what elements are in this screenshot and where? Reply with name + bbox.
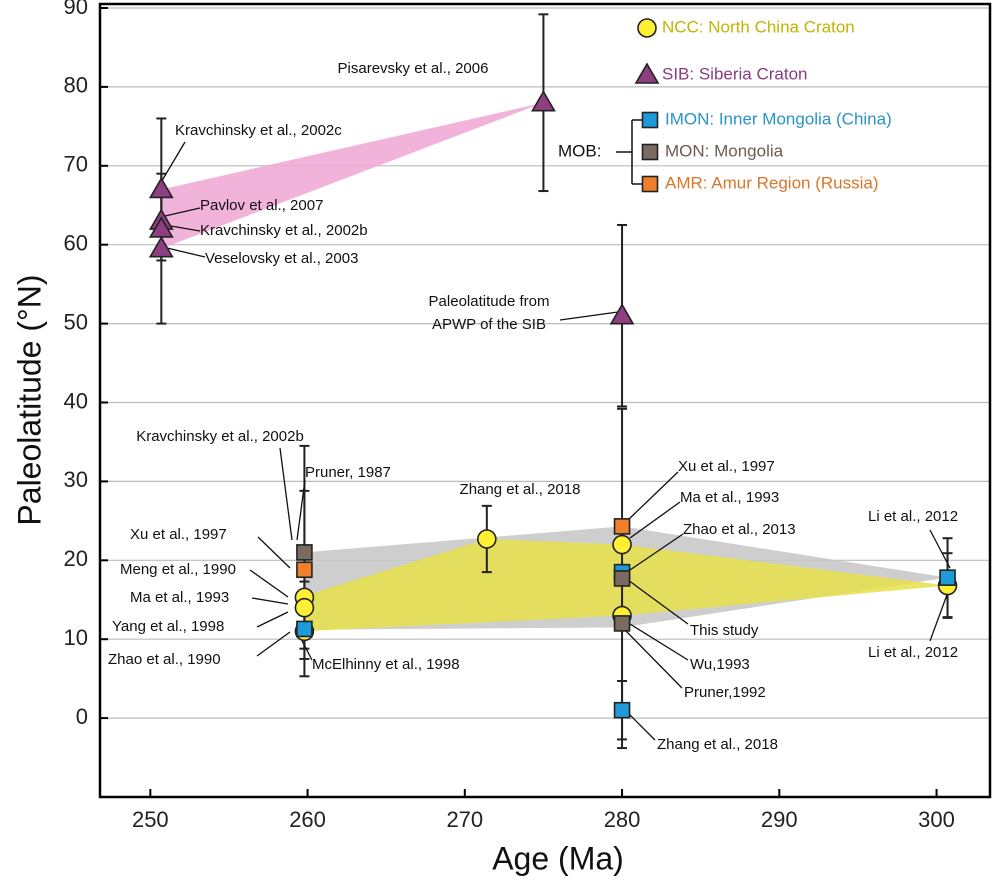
legend-label: SIB: Siberia Craton xyxy=(662,64,808,83)
annotation: APWP of the SIB xyxy=(432,316,546,333)
point xyxy=(613,570,631,587)
legend-marker xyxy=(637,18,657,38)
annotation: Zhao et al., 1990 xyxy=(108,651,221,668)
annotation: Zhang et al., 2018 xyxy=(657,736,778,753)
annotation: Ma et al., 1993 xyxy=(680,489,779,506)
annotation: Meng et al., 1990 xyxy=(120,561,236,578)
legend-marker xyxy=(634,62,660,84)
annotation: Pisarevsky et al., 2006 xyxy=(338,60,489,77)
y-tick-label: 20 xyxy=(64,546,88,571)
y-axis-label: Paleolatitude (°N) xyxy=(11,274,47,525)
legend-marker xyxy=(641,111,659,129)
leader-line xyxy=(256,631,291,657)
leader-line xyxy=(627,579,689,625)
leader-line xyxy=(629,533,684,571)
annotation: Veselovsky et al., 2003 xyxy=(205,250,358,267)
y-tick-label: 70 xyxy=(64,152,88,177)
point xyxy=(939,569,956,586)
leader-line xyxy=(256,611,289,628)
annotation: Pruner, 1987 xyxy=(305,464,391,481)
point xyxy=(294,597,315,618)
annotation: Kravchinsky et al., 2002c xyxy=(175,122,342,139)
leader-line xyxy=(929,591,949,642)
y-tick-label: 90 xyxy=(64,0,88,19)
leader-line xyxy=(929,529,951,569)
annotation: McElhinny et al., 1998 xyxy=(312,656,460,673)
legend-marker xyxy=(641,175,659,193)
point xyxy=(609,303,635,325)
x-tick-label: 260 xyxy=(289,807,326,832)
point xyxy=(296,620,313,638)
legend-group-label: MOB: xyxy=(558,141,601,160)
x-tick-label: 290 xyxy=(761,807,798,832)
point xyxy=(613,518,631,535)
annotation: Li et al., 2012 xyxy=(868,644,958,661)
leader-line xyxy=(249,569,289,598)
annotation: Ma et al., 1993 xyxy=(130,589,229,606)
point xyxy=(296,561,313,579)
point xyxy=(613,701,631,719)
annotation: Zhao et al., 2013 xyxy=(683,521,796,538)
x-tick-label: 300 xyxy=(918,807,955,832)
y-tick-label: 50 xyxy=(64,309,88,334)
legend-label: IMON: Inner Mongolia (China) xyxy=(665,109,892,128)
y-tick-label: 0 xyxy=(76,704,88,729)
point xyxy=(613,615,631,632)
point xyxy=(477,529,497,549)
annotation: Kravchinsky et al., 2002b xyxy=(136,428,304,445)
point xyxy=(148,176,174,199)
legend-label: NCC: North China Craton xyxy=(662,17,855,36)
point xyxy=(296,544,313,561)
leader-line xyxy=(257,536,291,569)
annotation: Pruner,1992 xyxy=(684,684,766,701)
annotation: Pavlov et al., 2007 xyxy=(200,197,323,214)
leader-line xyxy=(296,479,306,541)
annotation: Kravchinsky et al., 2002b xyxy=(200,222,368,239)
annotation: Xu et al., 1997 xyxy=(678,458,775,475)
annotation: Li et al., 2012 xyxy=(868,508,958,525)
x-axis-label: Age (Ma) xyxy=(492,840,624,876)
leader-line xyxy=(629,501,681,539)
legend-label: MON: Mongolia xyxy=(665,141,784,160)
y-tick-label: 40 xyxy=(64,388,88,413)
point xyxy=(148,236,174,258)
plot-frame xyxy=(98,2,992,799)
leader-line xyxy=(164,207,201,217)
annotation: Zhang et al., 2018 xyxy=(460,481,581,498)
x-tick-label: 280 xyxy=(604,807,641,832)
point xyxy=(531,90,556,112)
leader-line xyxy=(159,141,186,185)
annotation: Xu et al., 1997 xyxy=(130,526,227,543)
leader-line xyxy=(166,247,206,258)
leader-line xyxy=(624,629,683,689)
leader-line xyxy=(629,623,689,661)
leader-line xyxy=(627,471,679,521)
leader-line xyxy=(279,447,293,541)
leader-line xyxy=(251,597,289,605)
envelope xyxy=(161,102,544,249)
legend-marker xyxy=(641,143,659,161)
annotation: Wu,1993 xyxy=(690,656,750,673)
y-tick-label: 80 xyxy=(64,73,88,98)
annotation: This study xyxy=(690,622,759,639)
x-tick-label: 270 xyxy=(446,807,483,832)
annotation: Yang et al., 1998 xyxy=(112,618,224,635)
y-tick-label: 30 xyxy=(64,467,88,492)
point xyxy=(612,534,632,555)
y-tick-label: 10 xyxy=(64,625,88,650)
y-tick-label: 60 xyxy=(64,231,88,256)
legend-label: AMR: Amur Region (Russia) xyxy=(665,173,879,192)
annotation: Paleolatitude from xyxy=(429,293,550,310)
leader-line xyxy=(559,311,619,321)
x-tick-label: 250 xyxy=(132,807,169,832)
